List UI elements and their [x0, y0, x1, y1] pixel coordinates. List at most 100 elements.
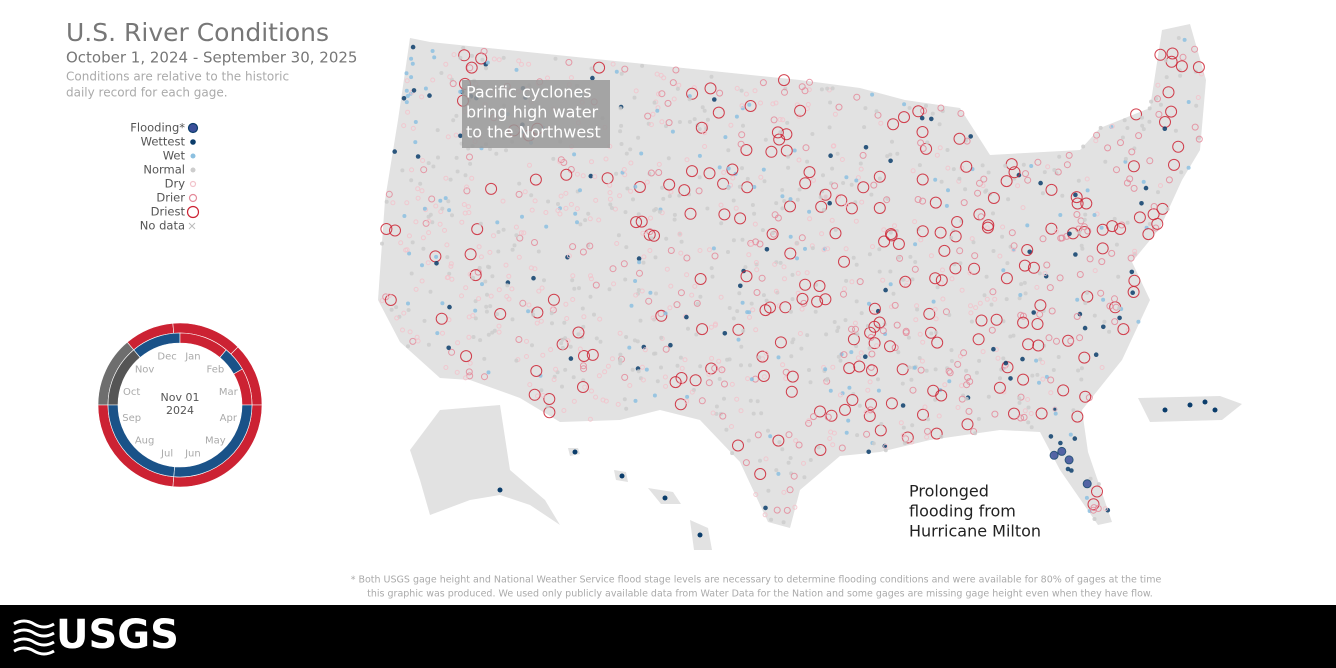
gage-normal — [857, 403, 862, 408]
gage-dry — [880, 277, 886, 283]
gage-normal — [855, 332, 860, 337]
gage-normal — [867, 346, 872, 351]
gage-driest — [846, 394, 859, 406]
month-label: Mar — [219, 387, 239, 398]
gage-dry — [743, 91, 749, 97]
gage-normal — [843, 318, 848, 323]
gage-dry — [679, 365, 685, 371]
gage-dry — [600, 397, 606, 403]
gage-normal — [819, 87, 824, 92]
gage-normal — [802, 475, 807, 480]
gage-normal — [755, 399, 760, 404]
legend-label: No data — [140, 219, 185, 233]
gage-dry — [859, 199, 865, 205]
gage-normal — [795, 197, 800, 202]
gage-normal — [790, 272, 795, 277]
gage-drier — [960, 199, 968, 207]
gage-normal — [468, 161, 473, 166]
gage-drier — [1017, 414, 1025, 422]
gage-drier — [716, 89, 724, 97]
gage-normal — [774, 260, 779, 265]
gage-dry — [566, 253, 572, 259]
gage-dry — [721, 170, 727, 175]
gage-dry — [1132, 248, 1138, 254]
gage-driest — [1057, 384, 1070, 397]
gage-driest — [938, 244, 951, 257]
gage-normal — [1011, 333, 1016, 338]
gage-dry — [524, 338, 529, 344]
gage-normal — [636, 288, 641, 292]
gage-drier — [1045, 334, 1053, 342]
gage-normal — [876, 377, 880, 382]
gage-dry — [519, 61, 524, 67]
gage-normal — [982, 293, 987, 298]
gage-dry — [561, 408, 567, 413]
gage-driest — [868, 302, 881, 315]
gage-dry — [648, 122, 654, 128]
gage-dry — [650, 315, 656, 321]
gage-normal — [700, 105, 705, 110]
gage-wettest — [1073, 252, 1078, 257]
gage-dry — [969, 236, 975, 242]
gage-dry — [752, 88, 758, 94]
gage-normal — [949, 235, 954, 240]
gage-dry — [425, 260, 431, 266]
gage-dry — [607, 196, 613, 202]
gage-normal — [725, 357, 730, 362]
map — [378, 24, 1242, 550]
gage-wet — [749, 377, 754, 382]
gage-driest — [1192, 61, 1205, 74]
gage-dry — [571, 398, 577, 404]
gage-driest — [1147, 208, 1160, 221]
gage-dry — [980, 183, 986, 189]
gage-dry — [557, 211, 563, 217]
gage-normal — [655, 379, 660, 384]
month-label: Feb — [207, 365, 225, 376]
gage-wet — [1084, 495, 1089, 500]
gage-wet — [876, 388, 881, 393]
gage-drier — [1073, 313, 1081, 320]
gage-normal — [1081, 144, 1086, 149]
gage-normal — [1017, 396, 1022, 401]
gage-drier — [810, 413, 817, 421]
gage-dry — [409, 167, 415, 173]
gage-dry — [867, 379, 873, 385]
gage-driest — [674, 398, 687, 411]
gage-wet — [1053, 411, 1058, 416]
gage-dry — [750, 307, 756, 313]
gage-dry — [516, 58, 522, 64]
gage-dry — [889, 304, 894, 310]
gage-drier — [677, 289, 685, 297]
gage-dry — [574, 206, 580, 212]
gage-wettest — [1093, 352, 1099, 358]
gage-normal — [458, 55, 463, 60]
gage-normal — [816, 445, 821, 450]
gage-driest — [1031, 318, 1044, 330]
gage-dry — [627, 383, 633, 388]
gage-dry — [801, 460, 806, 466]
gage-normal — [1114, 242, 1119, 247]
gage-normal — [1017, 296, 1022, 301]
gage-normal — [973, 431, 978, 436]
gage-drier — [1106, 302, 1114, 310]
gage-normal — [915, 307, 920, 312]
gage-normal — [785, 120, 790, 125]
gage-normal — [885, 154, 890, 159]
gage-dry — [538, 318, 544, 324]
gage-drier — [835, 103, 843, 111]
gage-driest — [819, 293, 832, 306]
gage-dry — [1040, 360, 1046, 365]
gage-dry — [1000, 224, 1006, 230]
legend-label: Drier — [156, 191, 185, 205]
legend-symbol — [190, 153, 196, 159]
gage-drier — [1165, 176, 1173, 184]
gage-dry — [912, 219, 918, 225]
gage-wet — [1099, 225, 1104, 230]
gage-drier — [719, 412, 727, 420]
gage-wet — [473, 308, 478, 313]
gage-wet — [1058, 213, 1063, 217]
gage-normal — [849, 182, 854, 187]
gage-dry — [647, 248, 653, 253]
gage-dry — [797, 331, 803, 336]
gage-normal — [813, 309, 818, 314]
